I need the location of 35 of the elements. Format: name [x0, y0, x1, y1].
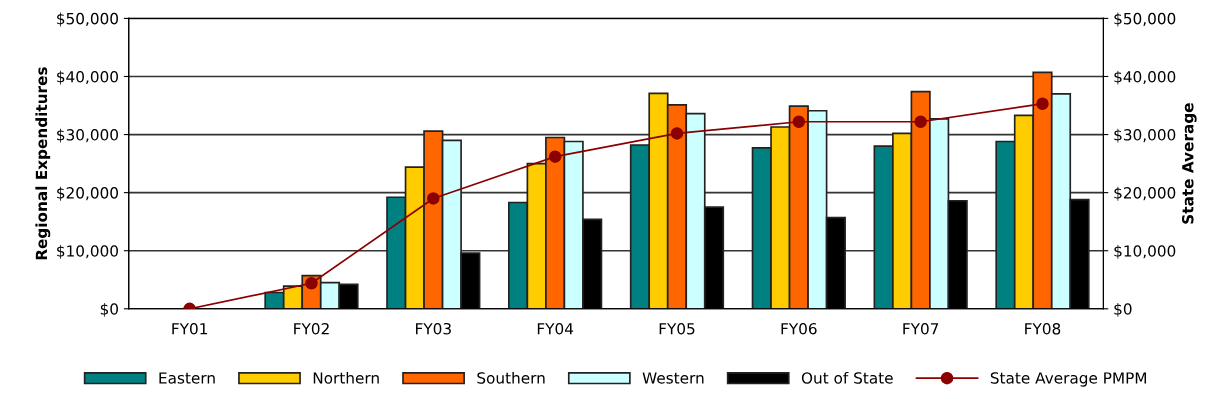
point [305, 276, 318, 290]
y-tick-label: $20,000 [57, 186, 118, 201]
y2-axis-title: State Average [1182, 103, 1197, 224]
x-tick-label: FY04 [537, 322, 574, 335]
point [548, 150, 562, 163]
x-tick-label: FY07 [903, 322, 939, 335]
legend-label: Western [642, 372, 704, 384]
point [1036, 97, 1049, 111]
y2-tick-label: $50,000 [1114, 12, 1176, 27]
y2-tick-label: $0 [1114, 302, 1132, 317]
y2-tick-label: $10,000 [1114, 244, 1176, 259]
y-axis-title: Regional Expenditures [35, 67, 51, 260]
legend-label: Southern [477, 371, 545, 384]
y-tick-label: $40,000 [57, 70, 118, 85]
y-tick-label: $0 [100, 302, 118, 317]
x-tick-label: FY03 [416, 322, 451, 335]
y2-tick-label: $40,000 [1114, 70, 1176, 85]
x-tick-label: FY02 [294, 322, 329, 335]
x-tick-label: FY06 [781, 322, 817, 335]
x-tick-label: FY08 [1025, 322, 1061, 335]
point [792, 115, 806, 129]
y-tick-label: $10,000 [57, 244, 118, 259]
point [670, 127, 684, 140]
legend-label: Out of State [801, 371, 893, 384]
y2-tick-label: $30,000 [1114, 128, 1176, 143]
y-tick-label: $30,000 [57, 128, 118, 143]
y2-tick-label: $20,000 [1114, 186, 1176, 201]
y-tick-label: $50,000 [57, 12, 118, 27]
point [914, 115, 927, 129]
x-tick-label: FY05 [659, 322, 695, 335]
legend-label: State Average PMPM [990, 372, 1147, 387]
point [427, 192, 440, 205]
x-tick-label: FY01 [172, 322, 208, 335]
legend-label: Northern [313, 371, 379, 384]
legend-label: Eastern [159, 372, 215, 384]
